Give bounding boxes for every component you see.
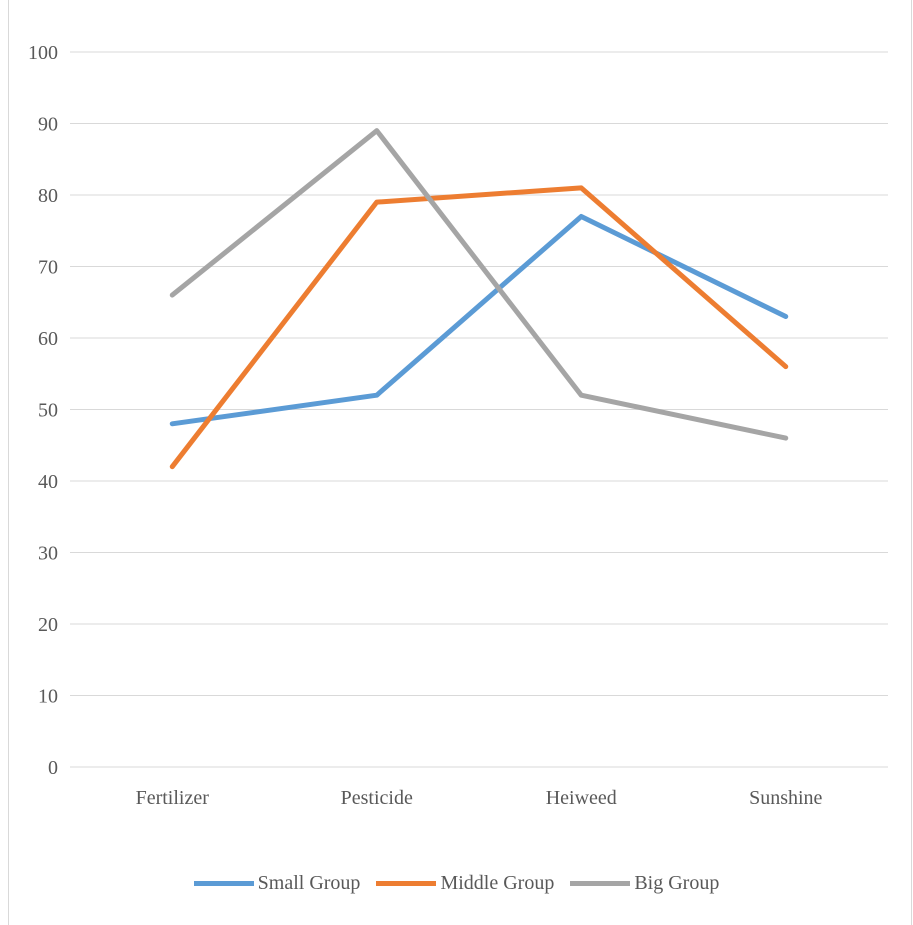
grid-lines: [70, 51, 888, 768]
legend-label-big-group: Big Group: [634, 872, 720, 894]
legend-swatch-middle-group: [376, 881, 437, 886]
y-tick-label-50: 50: [38, 400, 58, 422]
x-tick-label-pesticide: Pesticide: [341, 787, 413, 809]
legend-swatch-big-group: [570, 881, 631, 886]
legend-item-small-group: Small Group: [193, 872, 361, 895]
y-tick-label-70: 70: [38, 257, 58, 279]
y-tick-label-90: 90: [38, 114, 58, 136]
legend-swatch-small-group: [193, 881, 254, 886]
x-tick-label-heiweed: Heiweed: [546, 787, 617, 809]
y-tick-label-80: 80: [38, 185, 58, 207]
x-tick-label-sunshine: Sunshine: [749, 787, 822, 809]
y-axis-tick-labels: 0 10 20 30 40 50 60 70 80 90 100: [28, 42, 58, 779]
legend: Small Group Middle Group Big Group: [0, 872, 913, 895]
y-tick-label-100: 100: [28, 42, 58, 64]
series-lines: [169, 128, 789, 470]
x-tick-label-fertilizer: Fertilizer: [136, 787, 210, 809]
y-tick-label-10: 10: [38, 686, 58, 708]
legend-label-small-group: Small Group: [257, 872, 361, 894]
series-line-small-group: [169, 213, 789, 427]
series-line-middle-group: [169, 185, 789, 470]
y-tick-label-40: 40: [38, 471, 58, 493]
series-line-big-group: [169, 128, 789, 441]
x-axis-tick-labels: Fertilizer Pesticide Heiweed Sunshine: [136, 787, 823, 809]
legend-item-big-group: Big Group: [570, 872, 719, 895]
legend-item-middle-group: Middle Group: [376, 872, 554, 895]
y-tick-label-30: 30: [38, 543, 58, 565]
y-tick-label-60: 60: [38, 328, 58, 350]
legend-label-middle-group: Middle Group: [440, 872, 555, 894]
y-tick-label-0: 0: [48, 757, 58, 779]
chart-frame: [8, 0, 912, 925]
y-tick-label-20: 20: [38, 614, 58, 636]
